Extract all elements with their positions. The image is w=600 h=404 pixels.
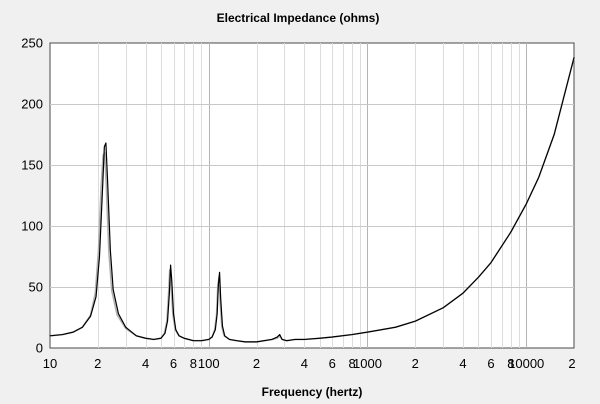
chart-title: Electrical Impedance (ohms) [217,11,380,25]
y-tick-label: 250 [21,36,43,51]
x-tick-label: 6 [170,356,177,371]
x-tick-label: 10 [43,356,57,371]
x-tick-label: 6 [487,356,494,371]
x-tick-label: 8 [190,356,197,371]
y-tick-labels: 0 50 100 150 200 250 [21,36,43,356]
x-tick-label: 8 [348,356,355,371]
x-tick-label: 2 [94,356,101,371]
x-tick-label: 8 [507,356,514,371]
x-tick-label: 2 [568,356,575,371]
y-tick-label: 100 [21,219,43,234]
grid-lines [50,43,574,348]
x-tick-label: 4 [142,356,149,371]
x-tick-label: 2 [253,356,260,371]
y-tick-label: 50 [29,280,43,295]
y-tick-label: 200 [21,97,43,112]
y-tick-label: 0 [36,341,43,356]
x-tick-label: 2 [412,356,419,371]
x-tick-label: 1000 [353,356,382,371]
x-tick-label: 100 [198,356,220,371]
plot-area [49,42,575,349]
y-tick-label: 150 [21,158,43,173]
x-tick-label: 6 [329,356,336,371]
x-axis-label: Frequency (hertz) [262,385,363,399]
x-tick-label: 4 [301,356,308,371]
x-tick-label: 4 [459,356,466,371]
impedance-series-line-1 [49,57,575,343]
series-group [49,56,575,343]
x-tick-label: 10000 [508,356,544,371]
